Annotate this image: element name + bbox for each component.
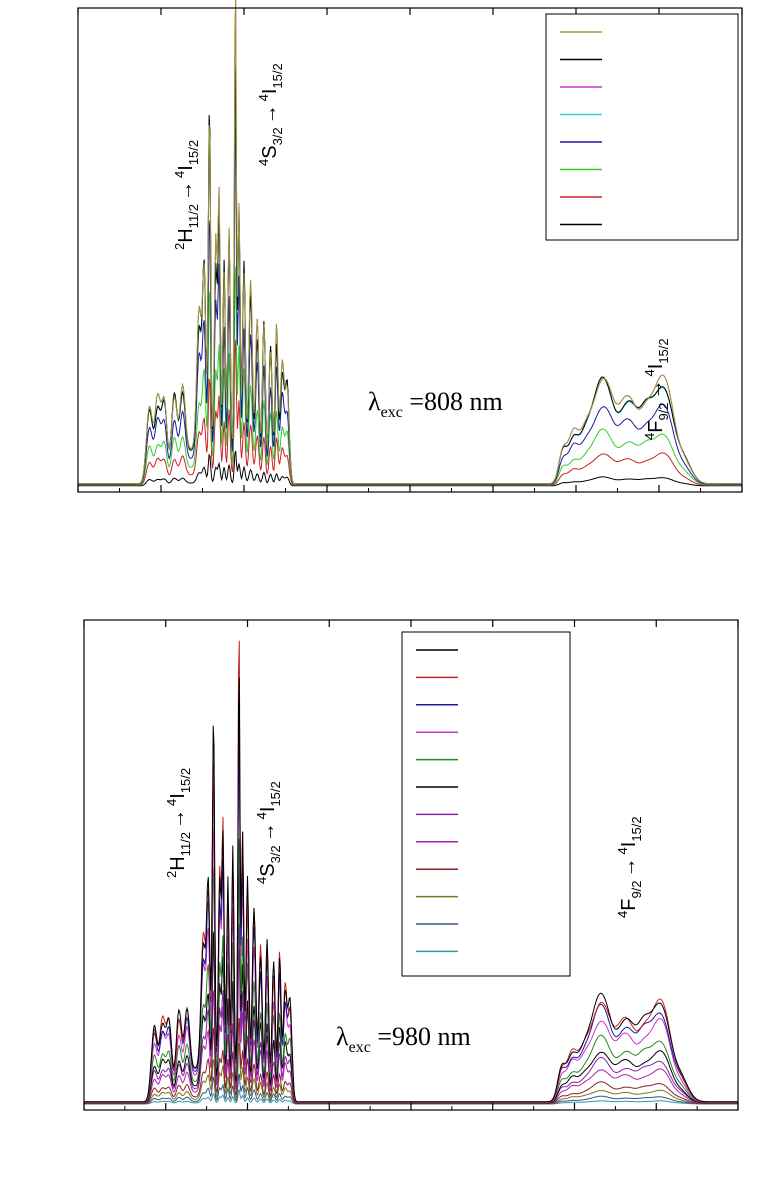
lower-subscript: 15/2 — [186, 140, 201, 165]
series-line-1 — [78, 0, 742, 485]
lower-term: I — [257, 807, 279, 813]
lambda-subscript: exc — [349, 1039, 371, 1056]
upper-multiplicity: 4 — [256, 159, 271, 166]
lower-term: I — [259, 89, 281, 95]
arrow-icon: → — [259, 104, 281, 124]
excitation-value: =980 nm — [371, 1022, 471, 1051]
upper-subscript: 3/2 — [270, 127, 285, 145]
legend — [545, 13, 739, 241]
lower-subscript: 15/2 — [270, 63, 285, 88]
lower-subscript: 15/2 — [178, 768, 193, 793]
lower-multiplicity: 4 — [615, 847, 630, 854]
series-line-1 — [84, 677, 738, 1103]
transition-label: 2H11/2 → 4I15/2 — [172, 140, 201, 250]
lower-multiplicity: 4 — [254, 812, 269, 819]
upper-term: F — [645, 421, 667, 433]
upper-multiplicity: 4 — [254, 877, 269, 884]
upper-multiplicity: 2 — [172, 243, 187, 250]
lower-subscript: 15/2 — [629, 816, 644, 841]
lower-multiplicity: 4 — [164, 799, 179, 806]
lower-term: I — [645, 364, 667, 370]
lower-multiplicity: 4 — [256, 94, 271, 101]
upper-subscript: 3/2 — [268, 845, 283, 863]
series-line-8 — [78, 450, 742, 487]
arrow-icon: → — [618, 857, 640, 877]
legend — [401, 631, 571, 977]
arrow-icon: → — [645, 379, 667, 399]
upper-subscript: 11/2 — [186, 204, 201, 228]
upper-multiplicity: 4 — [615, 911, 630, 918]
upper-subscript: 11/2 — [178, 832, 193, 856]
upper-subscript: 9/2 — [629, 880, 644, 898]
legend-box — [545, 13, 739, 241]
transition-label: 4S3/2→4I15/2 — [256, 63, 285, 166]
transition-label: 4F9/2→4I15/2 — [642, 338, 671, 440]
lower-term: I — [167, 793, 189, 799]
lower-term: I — [175, 165, 197, 171]
lower-multiplicity: 4 — [172, 171, 187, 178]
transition-label: 4F9/2→4I15/2 — [615, 816, 644, 918]
upper-term: S — [257, 863, 279, 876]
upper-term: H — [167, 856, 189, 870]
upper-term: H — [175, 228, 197, 242]
excitation-value: =808 nm — [403, 387, 503, 416]
upper-multiplicity: 4 — [642, 433, 657, 440]
arrow-icon: → — [167, 809, 189, 829]
excitation-label: λexc =980 nm — [336, 1022, 471, 1056]
legend-box — [401, 631, 571, 977]
lower-subscript: 15/2 — [656, 338, 671, 363]
excitation-label: λexc =808 nm — [368, 387, 503, 421]
lambda-symbol: λ — [336, 1022, 349, 1051]
lower-term: I — [618, 842, 640, 848]
arrow-icon: → — [257, 822, 279, 842]
upper-term: F — [618, 899, 640, 911]
chart-panel-b: λexc =980 nm2H11/2→4I15/24S3/2→4I15/24F9… — [83, 619, 739, 1111]
transition-label: 2H11/2 → 4I15/2 — [164, 768, 193, 878]
lower-subscript: 15/2 — [268, 781, 283, 806]
upper-subscript: 9/2 — [656, 402, 671, 420]
series-group — [78, 0, 742, 487]
lambda-symbol: λ — [368, 387, 381, 416]
transition-label: 4S3/2→4I15/2 — [254, 781, 283, 884]
lambda-subscript: exc — [381, 404, 403, 421]
arrow-icon: → — [175, 181, 197, 201]
upper-term: S — [259, 145, 281, 158]
lower-multiplicity: 4 — [642, 369, 657, 376]
upper-multiplicity: 2 — [164, 871, 179, 878]
